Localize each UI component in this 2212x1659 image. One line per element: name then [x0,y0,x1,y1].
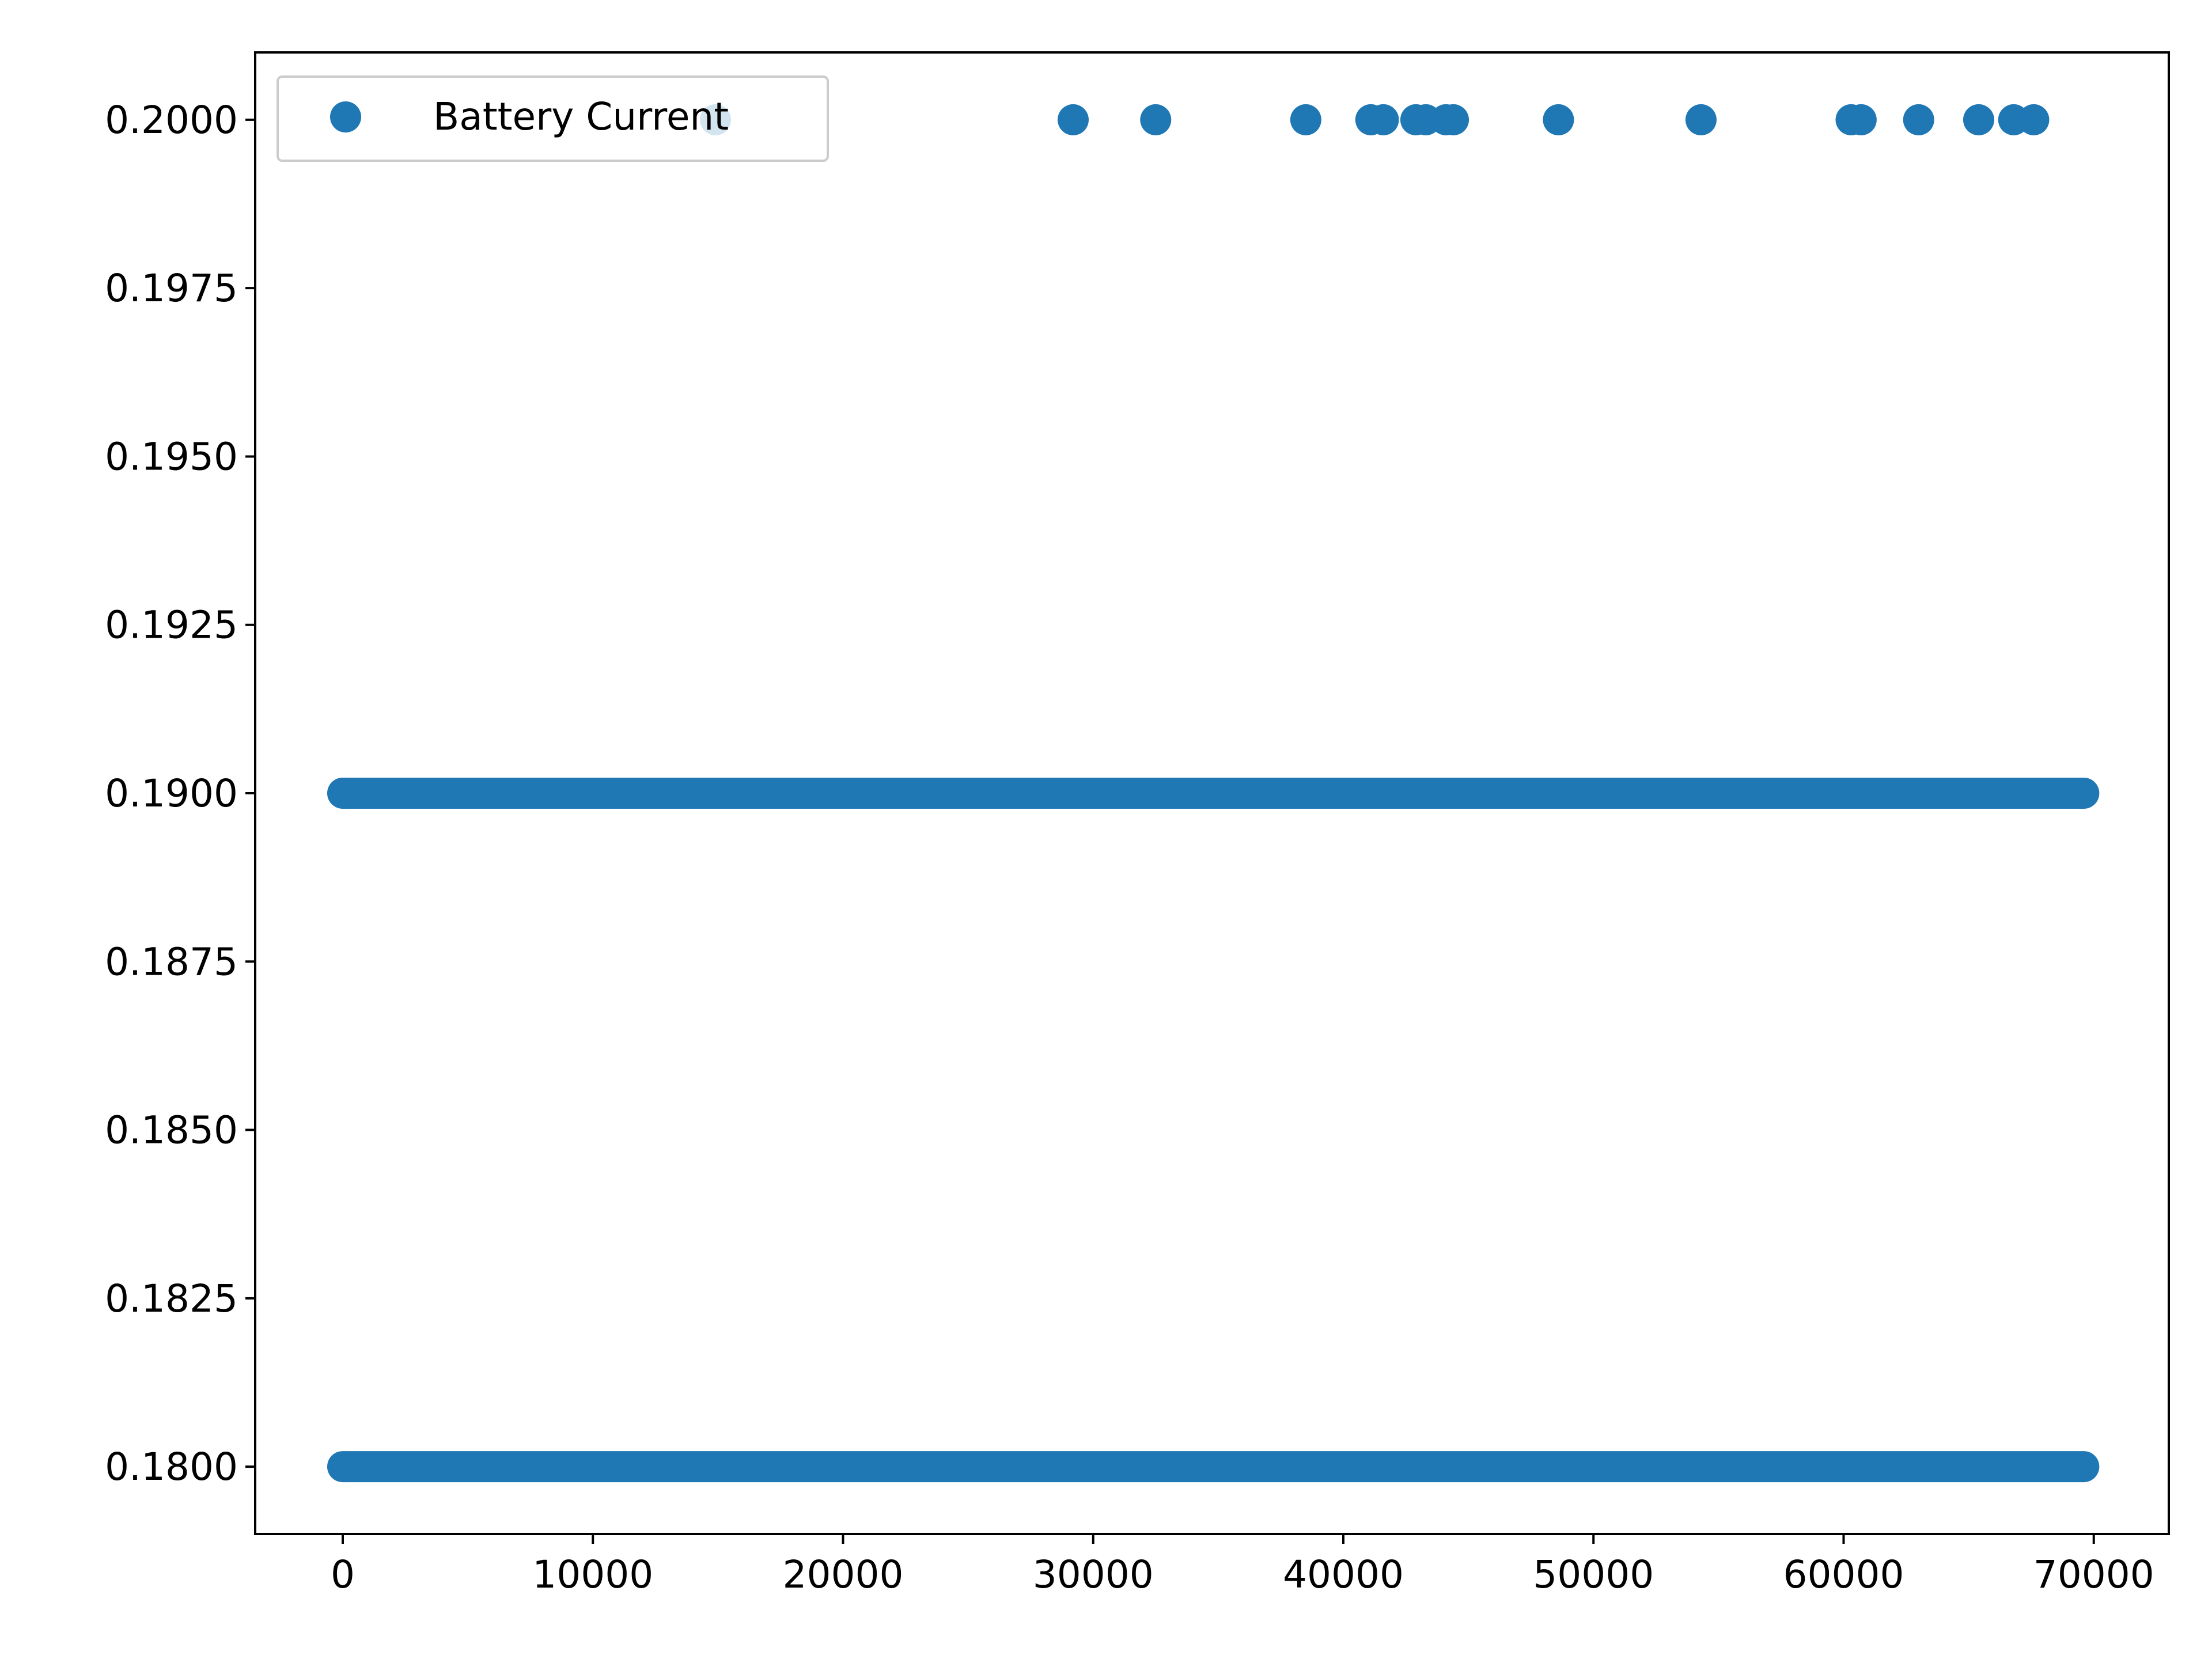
data-point [1903,104,1934,135]
data-point [1140,104,1172,135]
y-tick-label: 0.1925 [105,603,238,647]
y-tick-label: 0.2000 [105,98,238,142]
x-tick-label: 60000 [1783,1552,1904,1597]
data-point [1845,104,1877,135]
y-tick-label: 0.1950 [105,434,238,479]
legend-box [276,75,829,162]
y-tick-label: 0.1875 [105,940,238,984]
legend-label-battery-current: Battery Current [433,94,729,139]
legend: Battery Current [276,75,829,162]
x-tick-label: 30000 [1033,1552,1154,1597]
data-point [1368,104,1399,135]
data-point [1438,104,1469,135]
y-tick-label: 0.1850 [105,1108,238,1153]
legend-marker [330,101,361,132]
data-point [1543,104,1574,135]
y-axis-ticks: 0.1800 0.1825 0.1850 0.1875 0.1900 0.1925 0.19… [105,98,255,1489]
x-tick-label: 10000 [532,1552,653,1597]
data-point [1290,104,1321,135]
x-tick-label: 50000 [1533,1552,1654,1597]
y-tick-label: 0.1825 [105,1277,238,1321]
x-axis-ticks: 0 10000 20000 30000 40000 50000 60000 70000 [331,1534,2154,1597]
x-tick-label: 70000 [2033,1552,2154,1597]
data-point [1685,104,1717,135]
x-tick-label: 40000 [1283,1552,1404,1597]
data-point [1057,104,1089,135]
y-tick-label: 0.1975 [105,266,238,310]
x-tick-label: 20000 [782,1552,903,1597]
x-tick-label: 0 [331,1552,355,1597]
data-points [327,104,2100,1483]
y-tick-label: 0.1800 [105,1445,238,1489]
y-tick-label: 0.1900 [105,771,238,816]
plot-area-frame [254,51,2170,1535]
data-point [2018,104,2050,135]
data-point [1963,104,1994,135]
